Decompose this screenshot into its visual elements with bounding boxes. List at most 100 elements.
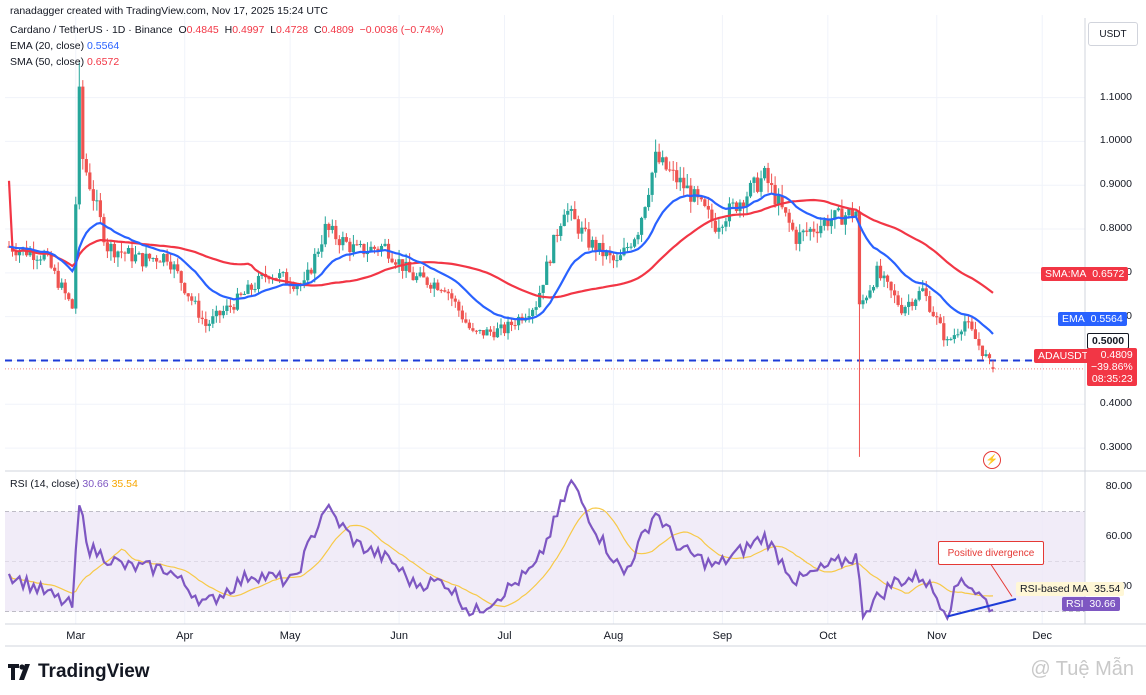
candle[interactable]: [98, 193, 102, 224]
candle[interactable]: [762, 165, 767, 181]
candle[interactable]: [137, 251, 141, 255]
candle[interactable]: [239, 292, 243, 297]
candle[interactable]: [748, 180, 753, 199]
candle[interactable]: [144, 245, 148, 268]
candle[interactable]: [959, 329, 963, 341]
candle[interactable]: [158, 259, 162, 263]
candle[interactable]: [576, 215, 580, 239]
candle[interactable]: [81, 80, 85, 170]
candle[interactable]: [509, 318, 514, 332]
candle[interactable]: [590, 236, 594, 252]
candle[interactable]: [140, 252, 145, 272]
candle[interactable]: [60, 278, 64, 290]
candle[interactable]: [218, 310, 222, 323]
candle[interactable]: [232, 303, 236, 314]
candle[interactable]: [471, 322, 475, 333]
candle[interactable]: [116, 250, 120, 267]
candle[interactable]: [643, 206, 647, 220]
candle[interactable]: [306, 262, 310, 285]
candle[interactable]: [211, 308, 215, 328]
candle[interactable]: [896, 290, 900, 307]
candle[interactable]: [362, 243, 366, 258]
candle[interactable]: [826, 214, 830, 231]
candle[interactable]: [467, 319, 471, 330]
candle[interactable]: [488, 326, 493, 336]
candle[interactable]: [731, 198, 735, 207]
candle[interactable]: [977, 332, 981, 351]
candle[interactable]: [162, 253, 166, 267]
candle[interactable]: [74, 196, 78, 314]
candle[interactable]: [249, 282, 254, 296]
candle[interactable]: [970, 315, 974, 332]
candle[interactable]: [580, 221, 584, 242]
candle[interactable]: [228, 298, 232, 313]
candle[interactable]: [555, 229, 559, 243]
candle[interactable]: [566, 203, 570, 223]
candle[interactable]: [664, 156, 668, 172]
candle[interactable]: [914, 298, 918, 310]
candle[interactable]: [945, 336, 949, 346]
candle[interactable]: [668, 161, 672, 173]
candle[interactable]: [675, 162, 679, 190]
candle[interactable]: [316, 248, 320, 258]
candle[interactable]: [200, 310, 204, 325]
candle[interactable]: [478, 329, 482, 334]
candle[interactable]: [928, 290, 932, 313]
candle[interactable]: [32, 241, 36, 270]
candle[interactable]: [358, 240, 363, 248]
candle[interactable]: [966, 314, 970, 329]
candle[interactable]: [95, 189, 99, 211]
candle[interactable]: [597, 242, 601, 255]
candle[interactable]: [548, 259, 552, 266]
candle[interactable]: [661, 150, 665, 166]
candle[interactable]: [457, 299, 461, 317]
candle[interactable]: [791, 219, 795, 232]
candle[interactable]: [133, 245, 138, 264]
candle[interactable]: [446, 288, 450, 301]
candle[interactable]: [984, 349, 988, 358]
candle[interactable]: [485, 327, 489, 336]
candle[interactable]: [193, 296, 197, 305]
candle[interactable]: [172, 261, 176, 279]
candle[interactable]: [685, 174, 689, 189]
candle[interactable]: [344, 233, 348, 243]
candle[interactable]: [611, 252, 616, 269]
divergence-annotation[interactable]: Positive divergence: [938, 541, 1044, 565]
candle[interactable]: [682, 167, 686, 197]
candle[interactable]: [221, 305, 225, 319]
candle[interactable]: [618, 249, 623, 261]
sma-legend[interactable]: SMA (50, close) 0.6572: [10, 56, 120, 68]
candle[interactable]: [787, 208, 791, 232]
candle[interactable]: [186, 293, 190, 302]
candle[interactable]: [130, 240, 134, 269]
candle[interactable]: [632, 237, 637, 249]
candle[interactable]: [176, 258, 180, 274]
candle[interactable]: [657, 143, 661, 165]
candle[interactable]: [864, 295, 869, 304]
candle[interactable]: [766, 162, 770, 193]
candle[interactable]: [636, 231, 640, 245]
candle[interactable]: [910, 298, 914, 311]
candle[interactable]: [63, 278, 67, 300]
candle[interactable]: [531, 307, 535, 324]
candle[interactable]: [713, 212, 717, 234]
candle[interactable]: [190, 293, 194, 306]
candle[interactable]: [991, 360, 995, 373]
candle[interactable]: [88, 163, 92, 191]
candle[interactable]: [67, 292, 71, 302]
candle[interactable]: [35, 255, 39, 270]
candle[interactable]: [337, 235, 341, 254]
candle[interactable]: [84, 153, 88, 176]
candle[interactable]: [204, 311, 208, 333]
candle[interactable]: [987, 352, 992, 365]
candle[interactable]: [759, 170, 763, 197]
candle[interactable]: [625, 242, 630, 252]
candle[interactable]: [425, 276, 429, 288]
candle[interactable]: [492, 325, 496, 341]
candle[interactable]: [242, 291, 247, 296]
ema-legend[interactable]: EMA (20, close) 0.5564: [10, 40, 120, 52]
candle[interactable]: [770, 173, 774, 194]
candle[interactable]: [931, 306, 935, 318]
candle[interactable]: [281, 271, 285, 277]
